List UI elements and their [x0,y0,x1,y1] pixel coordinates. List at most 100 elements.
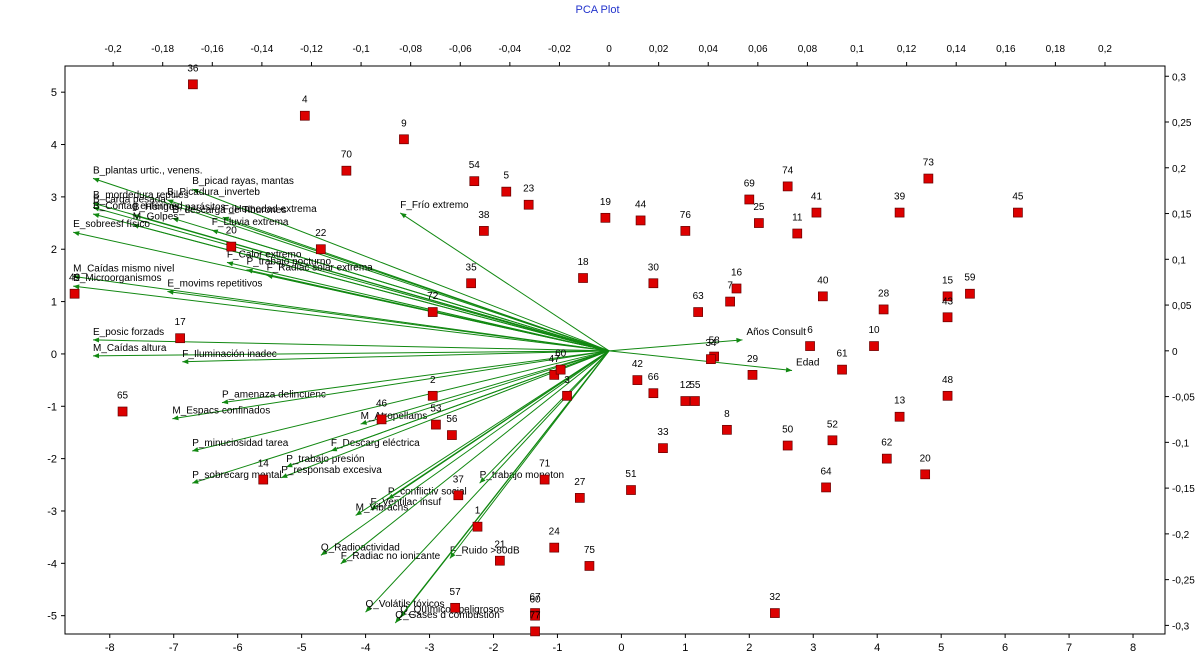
vector-arrowhead [192,188,199,194]
score-point [175,333,185,344]
vector-line [132,214,610,352]
vector-label: F_Humedad extrema [223,204,317,215]
vector-label: P_minuciosidad tarea [192,438,289,449]
vector-arrowhead [320,549,328,556]
vector-label: F_Iluminación inadec [182,349,277,360]
point-label: 25 [753,202,765,213]
score-point [821,482,831,493]
vector-line [221,350,610,404]
vector-arrowhead [246,268,253,274]
vector-arrowhead [395,616,401,624]
vector-arrowhead [449,552,456,559]
vector-label: F_Radiac solar extrema [267,262,374,273]
score-point [549,370,560,380]
y-tick-label: 1 [51,297,57,309]
vector-line [172,350,610,420]
score-point [495,555,505,566]
vector-arrowhead [93,177,100,183]
x-tick-label: 8 [1130,642,1136,654]
score-point [315,244,326,255]
point-label: 75 [584,545,596,556]
point-label: 52 [827,419,839,430]
vector-label: Edad [796,358,819,369]
x-tick-label: -6 [233,642,243,654]
score-point [648,388,659,399]
score-point [744,194,755,205]
y2-tick-label: -0,15 [1172,484,1195,495]
score-point [942,312,953,323]
x-tick-label: 1 [682,642,688,654]
score-point [469,176,480,187]
vector-label: B_Contag enfermed [93,201,183,212]
vector-line [360,350,610,425]
score-point [1013,207,1023,218]
point-label: 3 [564,375,570,386]
point-label: 20 [920,453,932,464]
y-tick-label: 0 [51,349,57,361]
point-label: 77 [529,610,541,621]
x2-tick-label: -0,16 [201,44,224,55]
vector-line [399,212,610,352]
vector-label: P_responsab excesiva [281,465,382,476]
score-point [942,291,953,302]
point-label: 54 [469,160,481,171]
score-point [258,474,269,485]
vector-arrowhead [340,558,347,564]
point-label: 20 [226,226,238,237]
point-label: 53 [430,404,442,415]
y2-tick-label: -0,3 [1172,621,1190,632]
vector-line [92,177,610,352]
vector-arrowhead [360,419,368,425]
vector-arrowhead [286,462,293,468]
point-label: 1 [475,506,481,517]
y2-tick-label: 0,05 [1172,301,1192,312]
y-tick-label: 3 [51,192,57,204]
point-label: 49 [69,273,81,284]
point-label: 38 [478,210,490,221]
score-point [530,610,540,621]
vector-label: M_Caídas altura [93,343,167,354]
point-label: 51 [625,469,637,480]
x-tick-label: 2 [746,642,752,654]
y2-tick-label: -0,1 [1172,438,1190,449]
vector-label: F_Ventilac insuf [371,497,442,508]
vector-label: B_Hongos, parásitos [133,202,226,213]
vector-label: M_Espacs confinados [172,406,270,417]
point-label: 21 [494,540,506,551]
chart-title: PCA Plot [575,4,620,16]
vector-label: P_conflictiv social [388,486,467,497]
score-point [658,443,668,454]
x2-tick-label: -0,12 [300,44,323,55]
vector-line [320,350,610,556]
vector-arrowhead [73,231,80,236]
x-tick-label: 4 [874,642,880,654]
point-label: 48 [942,375,954,386]
vector-label: M_Atropellams [361,411,428,422]
x-tick-label: -1 [553,642,563,654]
score-point [881,453,892,464]
point-label: 23 [523,184,535,195]
score-point [626,485,636,495]
vector-arrowhead [132,223,140,229]
score-point [539,474,550,485]
vector-line [608,350,793,371]
x2-tick-label: 0,2 [1098,44,1112,55]
point-label: 8 [724,409,730,420]
vector-arrowhead [93,206,100,212]
score-point [878,304,889,315]
vector-label: B_plantas urtic., venens. [93,165,203,176]
score-point [869,341,879,351]
point-label: 73 [923,158,935,169]
vector-line [132,224,610,352]
point-label: 10 [868,325,880,336]
vector-arrowhead [266,274,273,280]
vector-line [167,291,610,352]
x-tick-label: 5 [938,642,944,654]
vector-arrowhead [365,606,372,613]
score-point [894,411,905,422]
point-label: 6 [807,325,813,336]
point-label: 50 [782,425,794,436]
point-label: 74 [782,165,794,176]
point-label: 60 [529,595,541,606]
